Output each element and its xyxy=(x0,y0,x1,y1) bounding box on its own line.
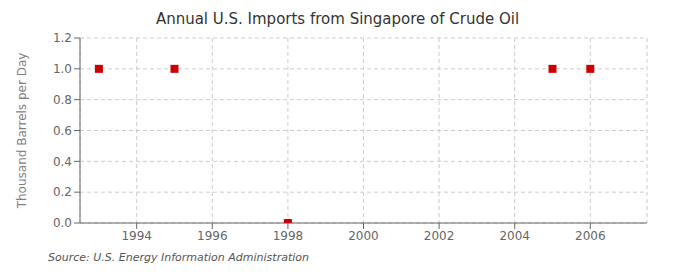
svg-text:0.2: 0.2 xyxy=(53,185,72,199)
svg-text:0.4: 0.4 xyxy=(53,155,72,169)
html-text:Annual U.S. Imports from Singa: Annual U.S. Imports from Singapore of Cr… xyxy=(155,10,520,28)
svg-text:2000: 2000 xyxy=(348,229,379,243)
svg-text:1.2: 1.2 xyxy=(53,31,72,45)
svg-text:0.6: 0.6 xyxy=(53,124,72,138)
svg-text:1994: 1994 xyxy=(121,229,152,243)
svg-text:2006: 2006 xyxy=(575,229,606,243)
svg-text:1998: 1998 xyxy=(273,229,304,243)
svg-text:1.0: 1.0 xyxy=(53,62,72,76)
svg-text:0.8: 0.8 xyxy=(53,93,72,107)
svg-text:2002: 2002 xyxy=(424,229,455,243)
html-text:Source: U.S. Energy Informatio: Source: U.S. Energy Information Administ… xyxy=(48,251,309,264)
svg-text:Thousand Barrels per Day: Thousand Barrels per Day xyxy=(15,53,29,210)
svg-text:0.0: 0.0 xyxy=(53,216,72,230)
svg-text:2004: 2004 xyxy=(499,229,530,243)
svg-text:1996: 1996 xyxy=(197,229,228,243)
